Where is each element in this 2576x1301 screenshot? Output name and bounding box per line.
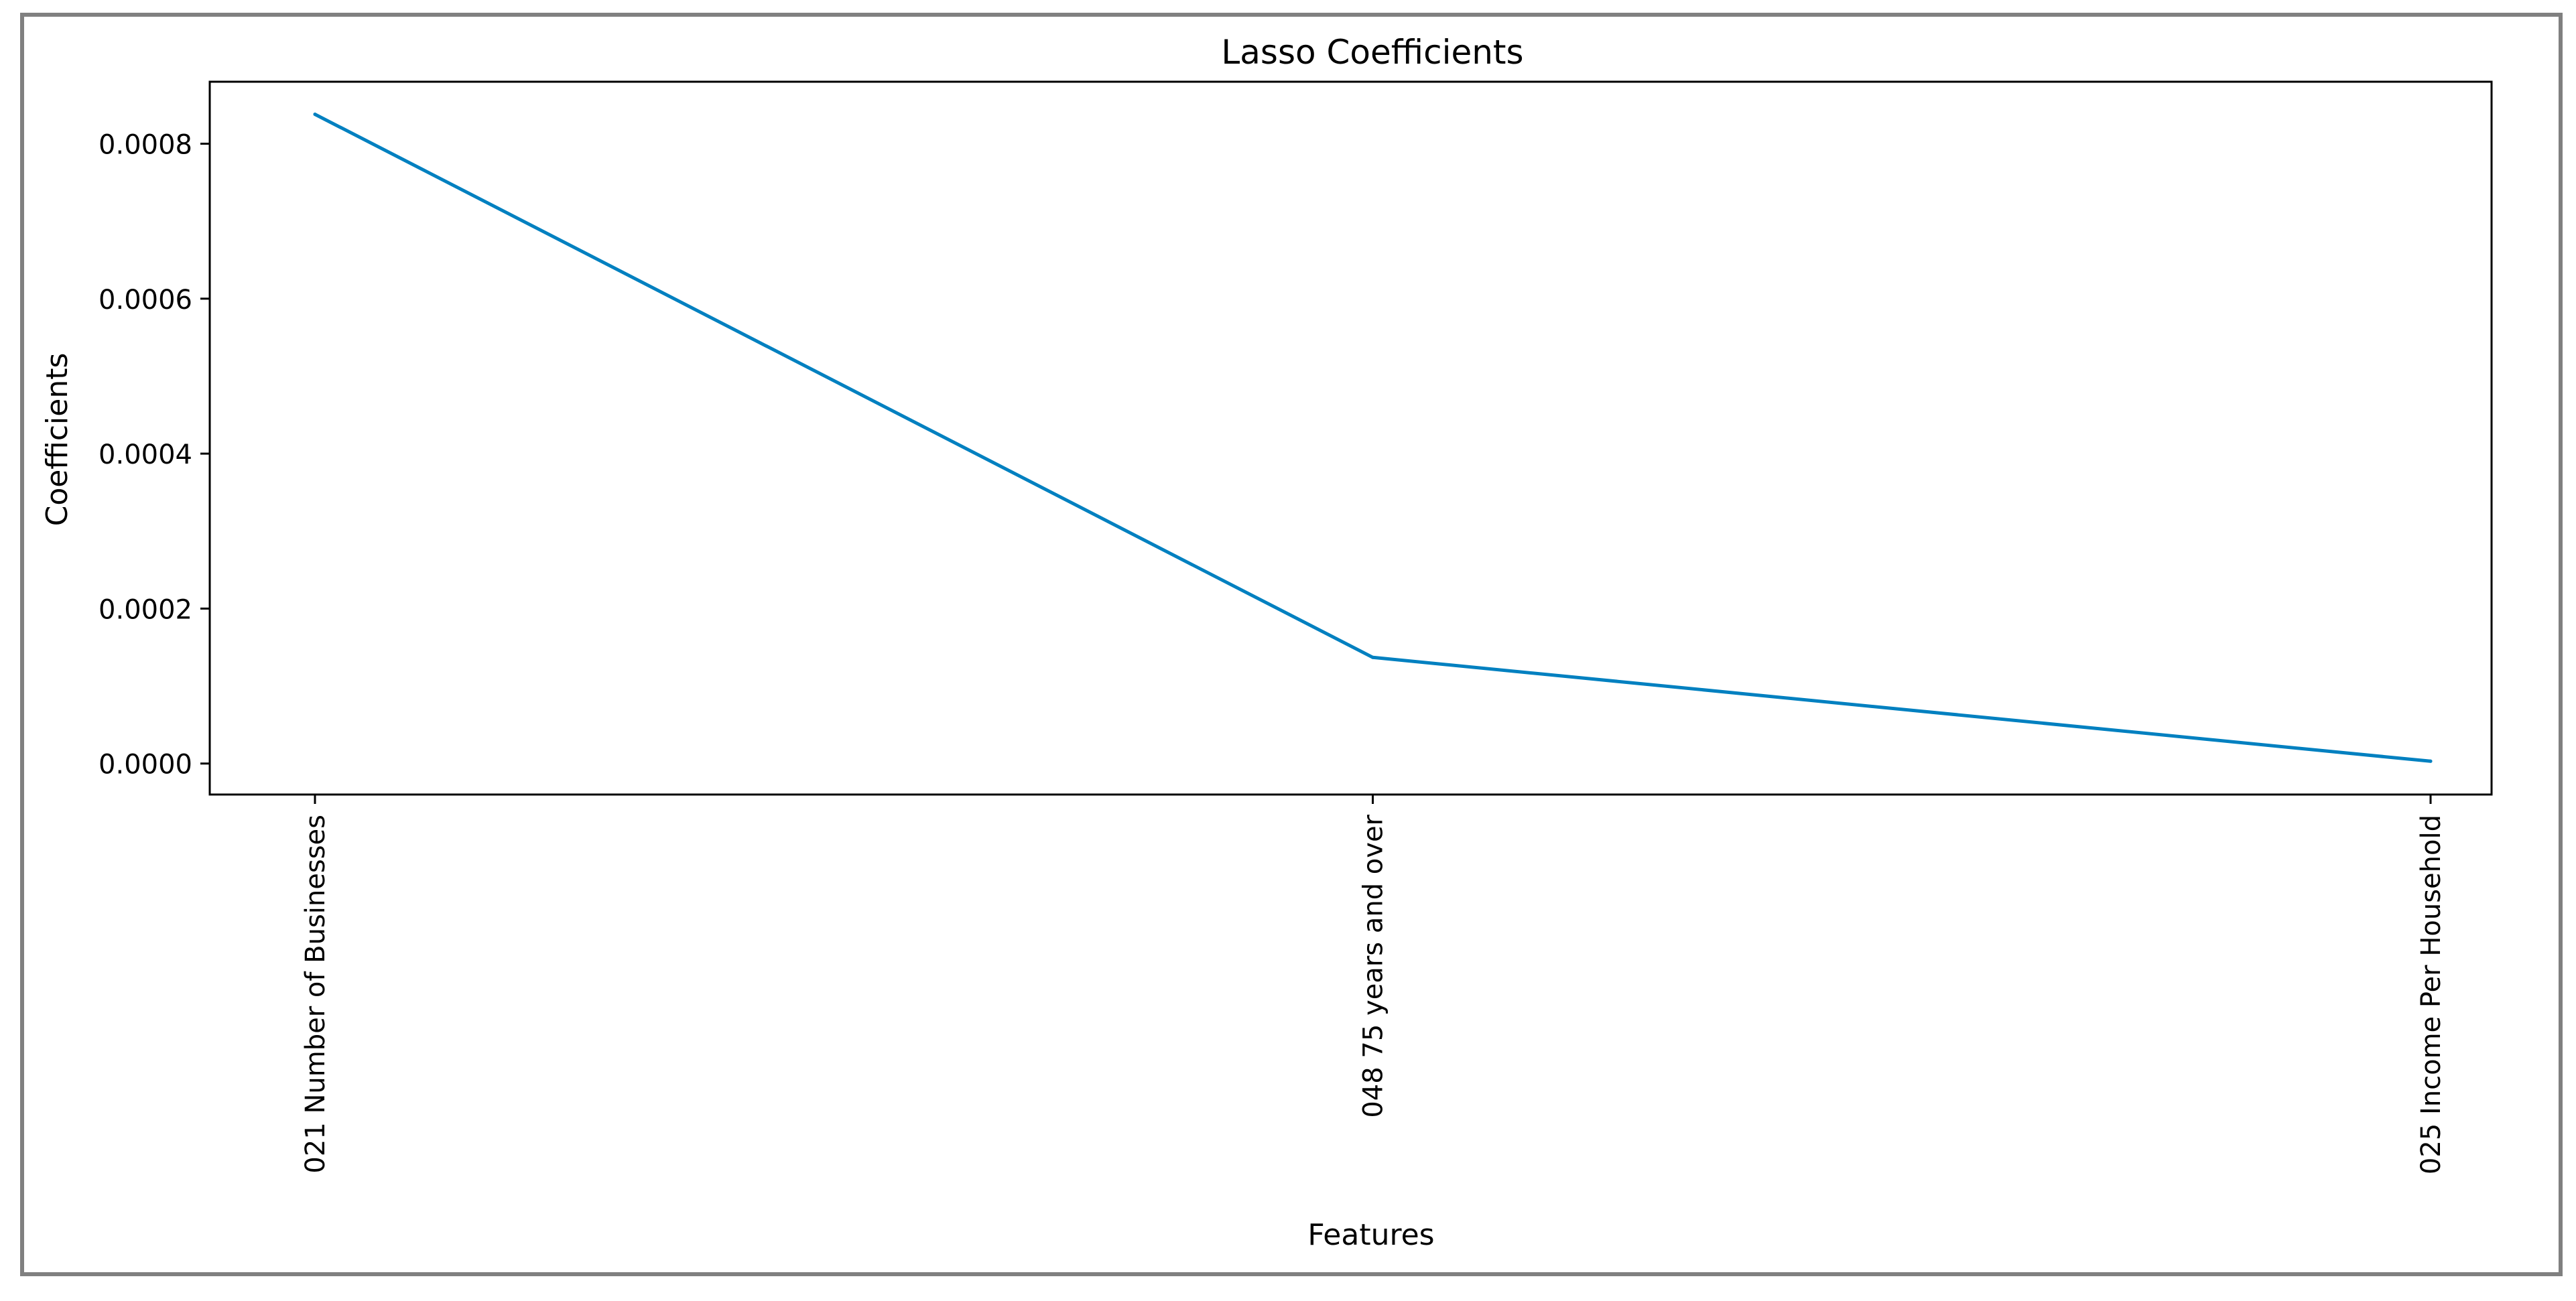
data-point <box>2429 759 2433 763</box>
series-layer <box>313 113 2433 763</box>
x-axis-label: Features <box>1307 1218 1434 1252</box>
data-point <box>313 113 317 117</box>
figure-frame <box>20 13 2563 1276</box>
plot-area <box>208 80 2493 796</box>
y-tick-label: 0.0000 <box>99 750 192 780</box>
data-point <box>1371 655 1374 659</box>
y-tick-label: 0.0002 <box>99 594 192 625</box>
y-tick-label: 0.0008 <box>99 130 192 161</box>
y-tick-label: 0.0004 <box>99 439 192 470</box>
x-axis: 021 Number of Businesses 048 75 years and… <box>300 795 2447 1174</box>
x-tick-label: 048 75 years and over <box>1358 814 1389 1117</box>
x-tick-label: 021 Number of Businesses <box>300 815 331 1174</box>
x-tick-label: 025 Income Per Household <box>2416 815 2447 1174</box>
y-axis: 0.0000 0.0002 0.0004 0.0006 0.0008 <box>99 130 210 780</box>
y-tick-label: 0.0006 <box>99 285 192 316</box>
y-axis-label: Coefficients <box>40 353 74 527</box>
chart-title: Lasso Coefficients <box>1221 33 1523 72</box>
